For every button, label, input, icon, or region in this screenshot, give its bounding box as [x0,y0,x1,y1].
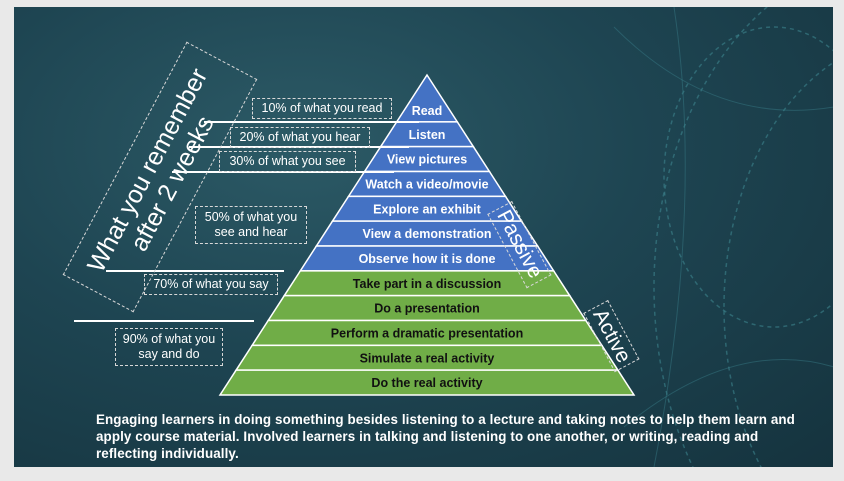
retention-label-90: 90% of what you say and do [115,328,223,366]
retention-label-20: 20% of what you hear [230,127,370,148]
caption-text: Engaging learners in doing something bes… [96,412,795,461]
slide-edge [833,7,844,481]
pyramid-band-12 [218,369,636,396]
retention-label-10: 10% of what you read [252,98,392,119]
pyramid-label-3: View pictures [387,153,467,167]
retention-label-50: 50% of what you see and hear [195,206,307,244]
pyramid-label-11: Simulate a real activity [360,351,495,365]
pyramid-label-7: Observe how it is done [359,252,496,266]
background-decoration [613,7,833,467]
pyramid-label-6: View a demonstration [363,227,492,241]
retention-label-70: 70% of what you say [144,274,278,295]
retention-label-30: 30% of what you see [219,151,356,172]
pyramid-label-2: Listen [409,128,446,142]
slide: Read Listen View pictures Watch a video/mov… [14,7,833,467]
pyramid-label-8: Take part in a discussion [353,277,501,291]
pyramid-label-12: Do the real activity [371,376,482,390]
pyramid-label-5: Explore an exhibit [373,202,482,216]
pyramid-label-9: Do a presentation [374,302,480,316]
pyramid-label-1: Read [412,104,443,118]
pyramid-label-4: Watch a video/movie [365,177,488,191]
learning-pyramid: Read Listen View pictures Watch a video/mov… [218,73,636,396]
pyramid-label-10: Perform a dramatic presentation [331,326,523,340]
